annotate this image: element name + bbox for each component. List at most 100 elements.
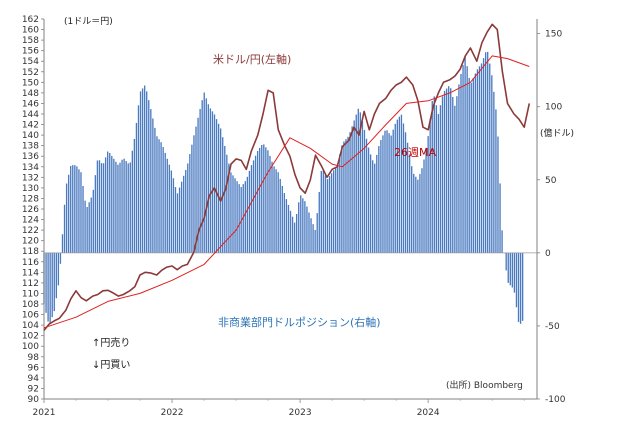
position-bar — [146, 91, 148, 253]
position-bar — [316, 213, 318, 253]
left-tick-label: 130 — [22, 184, 39, 194]
left-tick-label: 158 — [22, 36, 39, 46]
left-tick-label: 136 — [22, 152, 39, 162]
position-bar — [443, 90, 446, 253]
position-bar — [378, 146, 380, 253]
position-bar — [289, 210, 292, 253]
position-bar — [267, 150, 269, 253]
position-bar — [82, 185, 84, 253]
position-bar — [59, 252, 62, 264]
position-bar — [271, 161, 273, 253]
position-bar — [365, 138, 368, 253]
position-bar — [285, 199, 288, 253]
position-bar — [189, 154, 191, 253]
position-bar — [178, 187, 181, 253]
position-bar — [417, 179, 419, 253]
position-bar — [415, 176, 417, 253]
position-bar — [433, 96, 435, 253]
position-bar — [156, 136, 158, 253]
position-bar — [176, 193, 179, 253]
left-tick-label: 100 — [22, 342, 39, 352]
position-bar — [230, 172, 232, 253]
x-tick-label: 2024 — [417, 408, 440, 418]
position-bar — [86, 206, 88, 253]
position-bar — [180, 181, 183, 253]
position-bar — [372, 160, 374, 253]
position-bar — [310, 218, 312, 253]
position-bar — [236, 181, 238, 253]
position-bar — [359, 112, 362, 253]
position-bar — [72, 165, 74, 253]
position-bar — [291, 216, 294, 253]
right-tick-label: 0 — [545, 249, 551, 259]
position-bar — [384, 130, 386, 253]
position-bar — [398, 116, 401, 253]
position-bar — [172, 178, 175, 253]
position-bar — [111, 155, 113, 253]
left-tick-label: 110 — [22, 289, 39, 299]
position-bar — [209, 108, 212, 253]
position-bar — [51, 252, 53, 318]
left-tick-label: 152 — [22, 68, 39, 78]
position-bar — [380, 140, 382, 253]
price-lines — [43, 23, 531, 331]
position-bar — [213, 114, 216, 253]
position-bar — [143, 85, 146, 253]
position-bar — [339, 154, 341, 253]
position-bar — [238, 184, 240, 253]
position-bar — [226, 154, 228, 253]
right-tick-label: -100 — [545, 395, 566, 405]
position-bar — [369, 154, 372, 253]
position-bar — [308, 212, 310, 253]
position-bar — [248, 170, 251, 253]
position-bar — [484, 52, 487, 253]
position-bar — [61, 234, 64, 253]
position-bar — [332, 170, 335, 253]
position-bar — [314, 230, 316, 253]
position-bar — [170, 170, 173, 253]
left-tick-label: 160 — [22, 26, 39, 36]
position-bar — [482, 58, 485, 253]
position-bar — [460, 73, 462, 253]
left-tick-label: 128 — [22, 194, 39, 204]
left-tick-label: 148 — [22, 89, 39, 99]
position-bar — [154, 127, 156, 253]
position-bar — [185, 169, 187, 253]
position-bar — [201, 100, 203, 253]
position-bar — [351, 126, 353, 253]
position-bar — [489, 63, 491, 253]
position-bar — [127, 163, 129, 253]
position-bar — [363, 129, 366, 253]
position-bar — [341, 145, 343, 253]
position-bar — [104, 157, 107, 253]
position-bar — [445, 88, 448, 253]
position-bar — [421, 168, 423, 253]
position-bar — [96, 160, 99, 253]
left-tick-label: 120 — [22, 237, 39, 247]
left-tick-label: 92 — [28, 384, 39, 394]
position-bar — [501, 230, 503, 253]
position-bar — [195, 126, 197, 253]
left-tick-label: 96 — [28, 363, 40, 373]
position-bar — [495, 109, 497, 253]
position-bar — [411, 166, 413, 253]
left-tick-label: 132 — [22, 173, 39, 183]
position-bar — [304, 201, 306, 253]
position-bar — [137, 105, 140, 253]
yen-selling-note: ↑円売り — [92, 336, 130, 349]
left-tick-label: 112 — [22, 279, 39, 289]
position-bar — [320, 170, 322, 253]
left-tick-label: 104 — [22, 321, 39, 331]
position-bar — [158, 139, 160, 253]
position-bar — [55, 252, 57, 299]
position-bar — [49, 252, 51, 323]
position-bar — [234, 178, 236, 253]
position-bar — [511, 252, 514, 288]
position-annotation: 非商業部門ドルポジション(右軸) — [218, 315, 381, 329]
position-bar — [468, 77, 470, 253]
right-tick-label: 50 — [545, 176, 557, 186]
position-bar — [265, 147, 267, 253]
x-tick-label: 2021 — [33, 408, 56, 418]
position-bar — [166, 158, 168, 253]
left-tick-label: 134 — [22, 163, 39, 173]
